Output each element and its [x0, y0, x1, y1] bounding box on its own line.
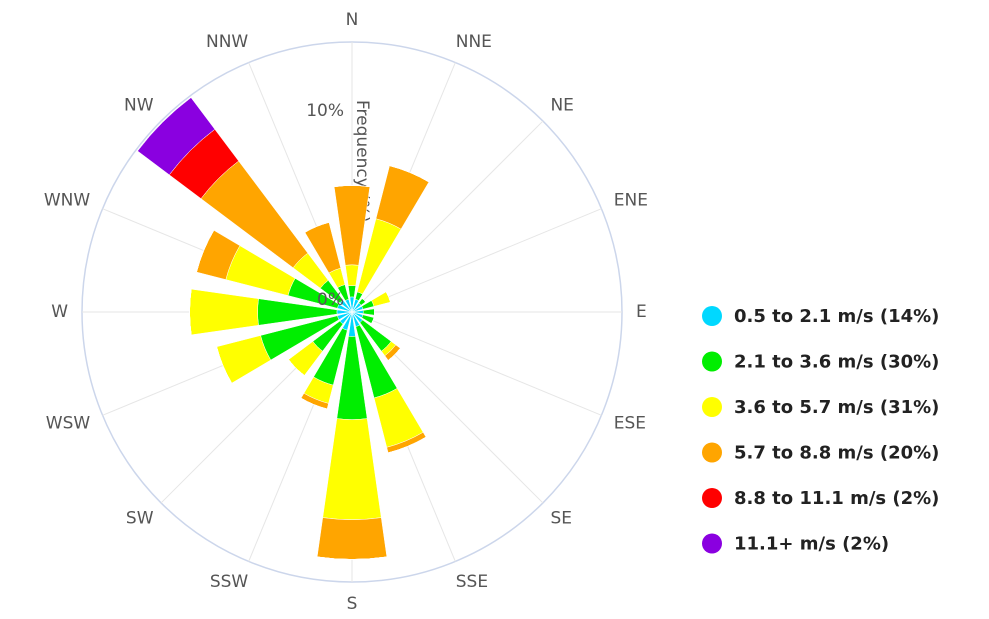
bar-segment	[376, 166, 429, 229]
direction-label: NW	[124, 96, 154, 116]
direction-label: ESE	[614, 414, 646, 434]
direction-label: ENE	[614, 190, 648, 210]
legend-marker	[702, 488, 722, 508]
y-tick-label: 0%	[317, 290, 344, 310]
direction-label: S	[347, 594, 358, 614]
bar-segment	[323, 419, 382, 520]
direction-label: SE	[550, 508, 572, 528]
direction-label: E	[636, 302, 647, 322]
legend-label: 8.8 to 11.1 m/s (2%)	[734, 488, 939, 509]
direction-label: W	[51, 302, 68, 322]
direction-label: SW	[126, 508, 154, 528]
legend-label: 3.6 to 5.7 m/s (31%)	[734, 397, 939, 418]
bar-segment	[317, 518, 387, 560]
direction-label: SSW	[210, 572, 249, 592]
legend-marker	[702, 443, 722, 463]
legend-marker	[702, 306, 722, 326]
legend-label: 2.1 to 3.6 m/s (30%)	[734, 352, 939, 373]
direction-label: NNE	[456, 32, 492, 52]
legend-marker	[702, 352, 722, 372]
direction-label: SSE	[456, 572, 488, 592]
legend-label: 0.5 to 2.1 m/s (14%)	[734, 306, 939, 327]
bar-segment	[363, 309, 374, 315]
direction-label: NNW	[206, 32, 248, 52]
bar-segment	[348, 286, 355, 297]
direction-label: NE	[550, 96, 573, 116]
direction-label: N	[346, 10, 359, 30]
direction-label: WNW	[44, 190, 91, 210]
legend-marker	[702, 397, 722, 417]
legend-marker	[702, 534, 722, 554]
legend-label: 5.7 to 8.8 m/s (20%)	[734, 443, 939, 464]
y-tick-label: 10%	[306, 101, 344, 121]
bar-segment	[345, 265, 358, 286]
bar-segment	[334, 185, 370, 265]
bar-segment	[217, 335, 271, 383]
bar-segment	[190, 289, 259, 335]
legend-label: 11.1+ m/s (2%)	[734, 534, 889, 555]
direction-label: WSW	[46, 414, 91, 434]
